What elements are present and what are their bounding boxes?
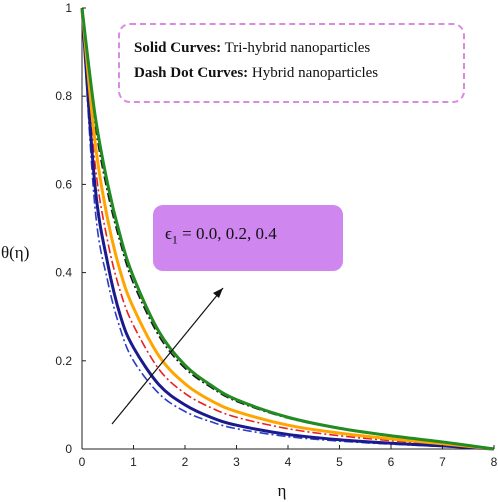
x-tick-label: 5	[336, 455, 343, 469]
parameter-values: = 0.0, 0.2, 0.4	[177, 224, 277, 243]
x-tick-label: 1	[130, 455, 137, 469]
x-axis-label: η	[278, 481, 287, 500]
parameter-annotation: ϵ1 = 0.0, 0.2, 0.4	[153, 205, 343, 271]
legend-dashdot-desc: Hybrid nanoparticles	[251, 65, 379, 81]
legend-dashdot-label: Dash Dot Curves:	[134, 65, 249, 81]
trend-arrowhead	[213, 288, 223, 298]
parameter-annotation-text: ϵ1 = 0.0, 0.2, 0.4	[165, 224, 277, 247]
dashdot-curve-4	[81, 7, 495, 450]
y-tick-label: 1	[65, 1, 72, 15]
x-tick-label: 6	[388, 455, 395, 469]
x-tick-label: 2	[182, 455, 189, 469]
y-tick-label: 0.4	[55, 266, 72, 280]
solid-curve-0	[80, 7, 495, 451]
legend-solid-label: Solid Curves:	[134, 40, 222, 56]
x-tick-label: 7	[439, 455, 446, 469]
dashdot-curve-5	[81, 7, 495, 450]
solid-curve-1	[80, 7, 495, 451]
y-tick-label: 0	[65, 442, 72, 456]
x-tick-label: 4	[285, 455, 292, 469]
parameter-subscript: 1	[171, 232, 178, 247]
y-axis-label: θ(η)	[1, 243, 29, 262]
parameter-symbol: ϵ	[165, 224, 172, 243]
y-tick-label: 0.2	[55, 354, 72, 368]
solid-curve-2	[80, 7, 495, 451]
trend-arrow	[111, 287, 224, 425]
y-tick-label: 0.8	[55, 89, 72, 103]
x-tick-label: 0	[79, 455, 86, 469]
x-tick-label: 3	[233, 455, 240, 469]
legend-box: Solid Curves: Tri-hybrid nanoparticles D…	[118, 23, 465, 103]
x-tick-label: 8	[491, 455, 498, 469]
ticks: 0 1 2 3 4 5 6 7 8 0 0.2 0.4 0.6 0.8 1	[55, 1, 497, 469]
legend-item-solid: Solid Curves: Tri-hybrid nanoparticles	[134, 40, 370, 57]
legend-solid-desc: Tri-hybrid nanoparticles	[224, 40, 371, 56]
legend-item-dashdot: Dash Dot Curves: Hybrid nanoparticles	[134, 65, 378, 82]
y-tick-label: 0.6	[55, 177, 72, 191]
curves	[80, 7, 495, 451]
